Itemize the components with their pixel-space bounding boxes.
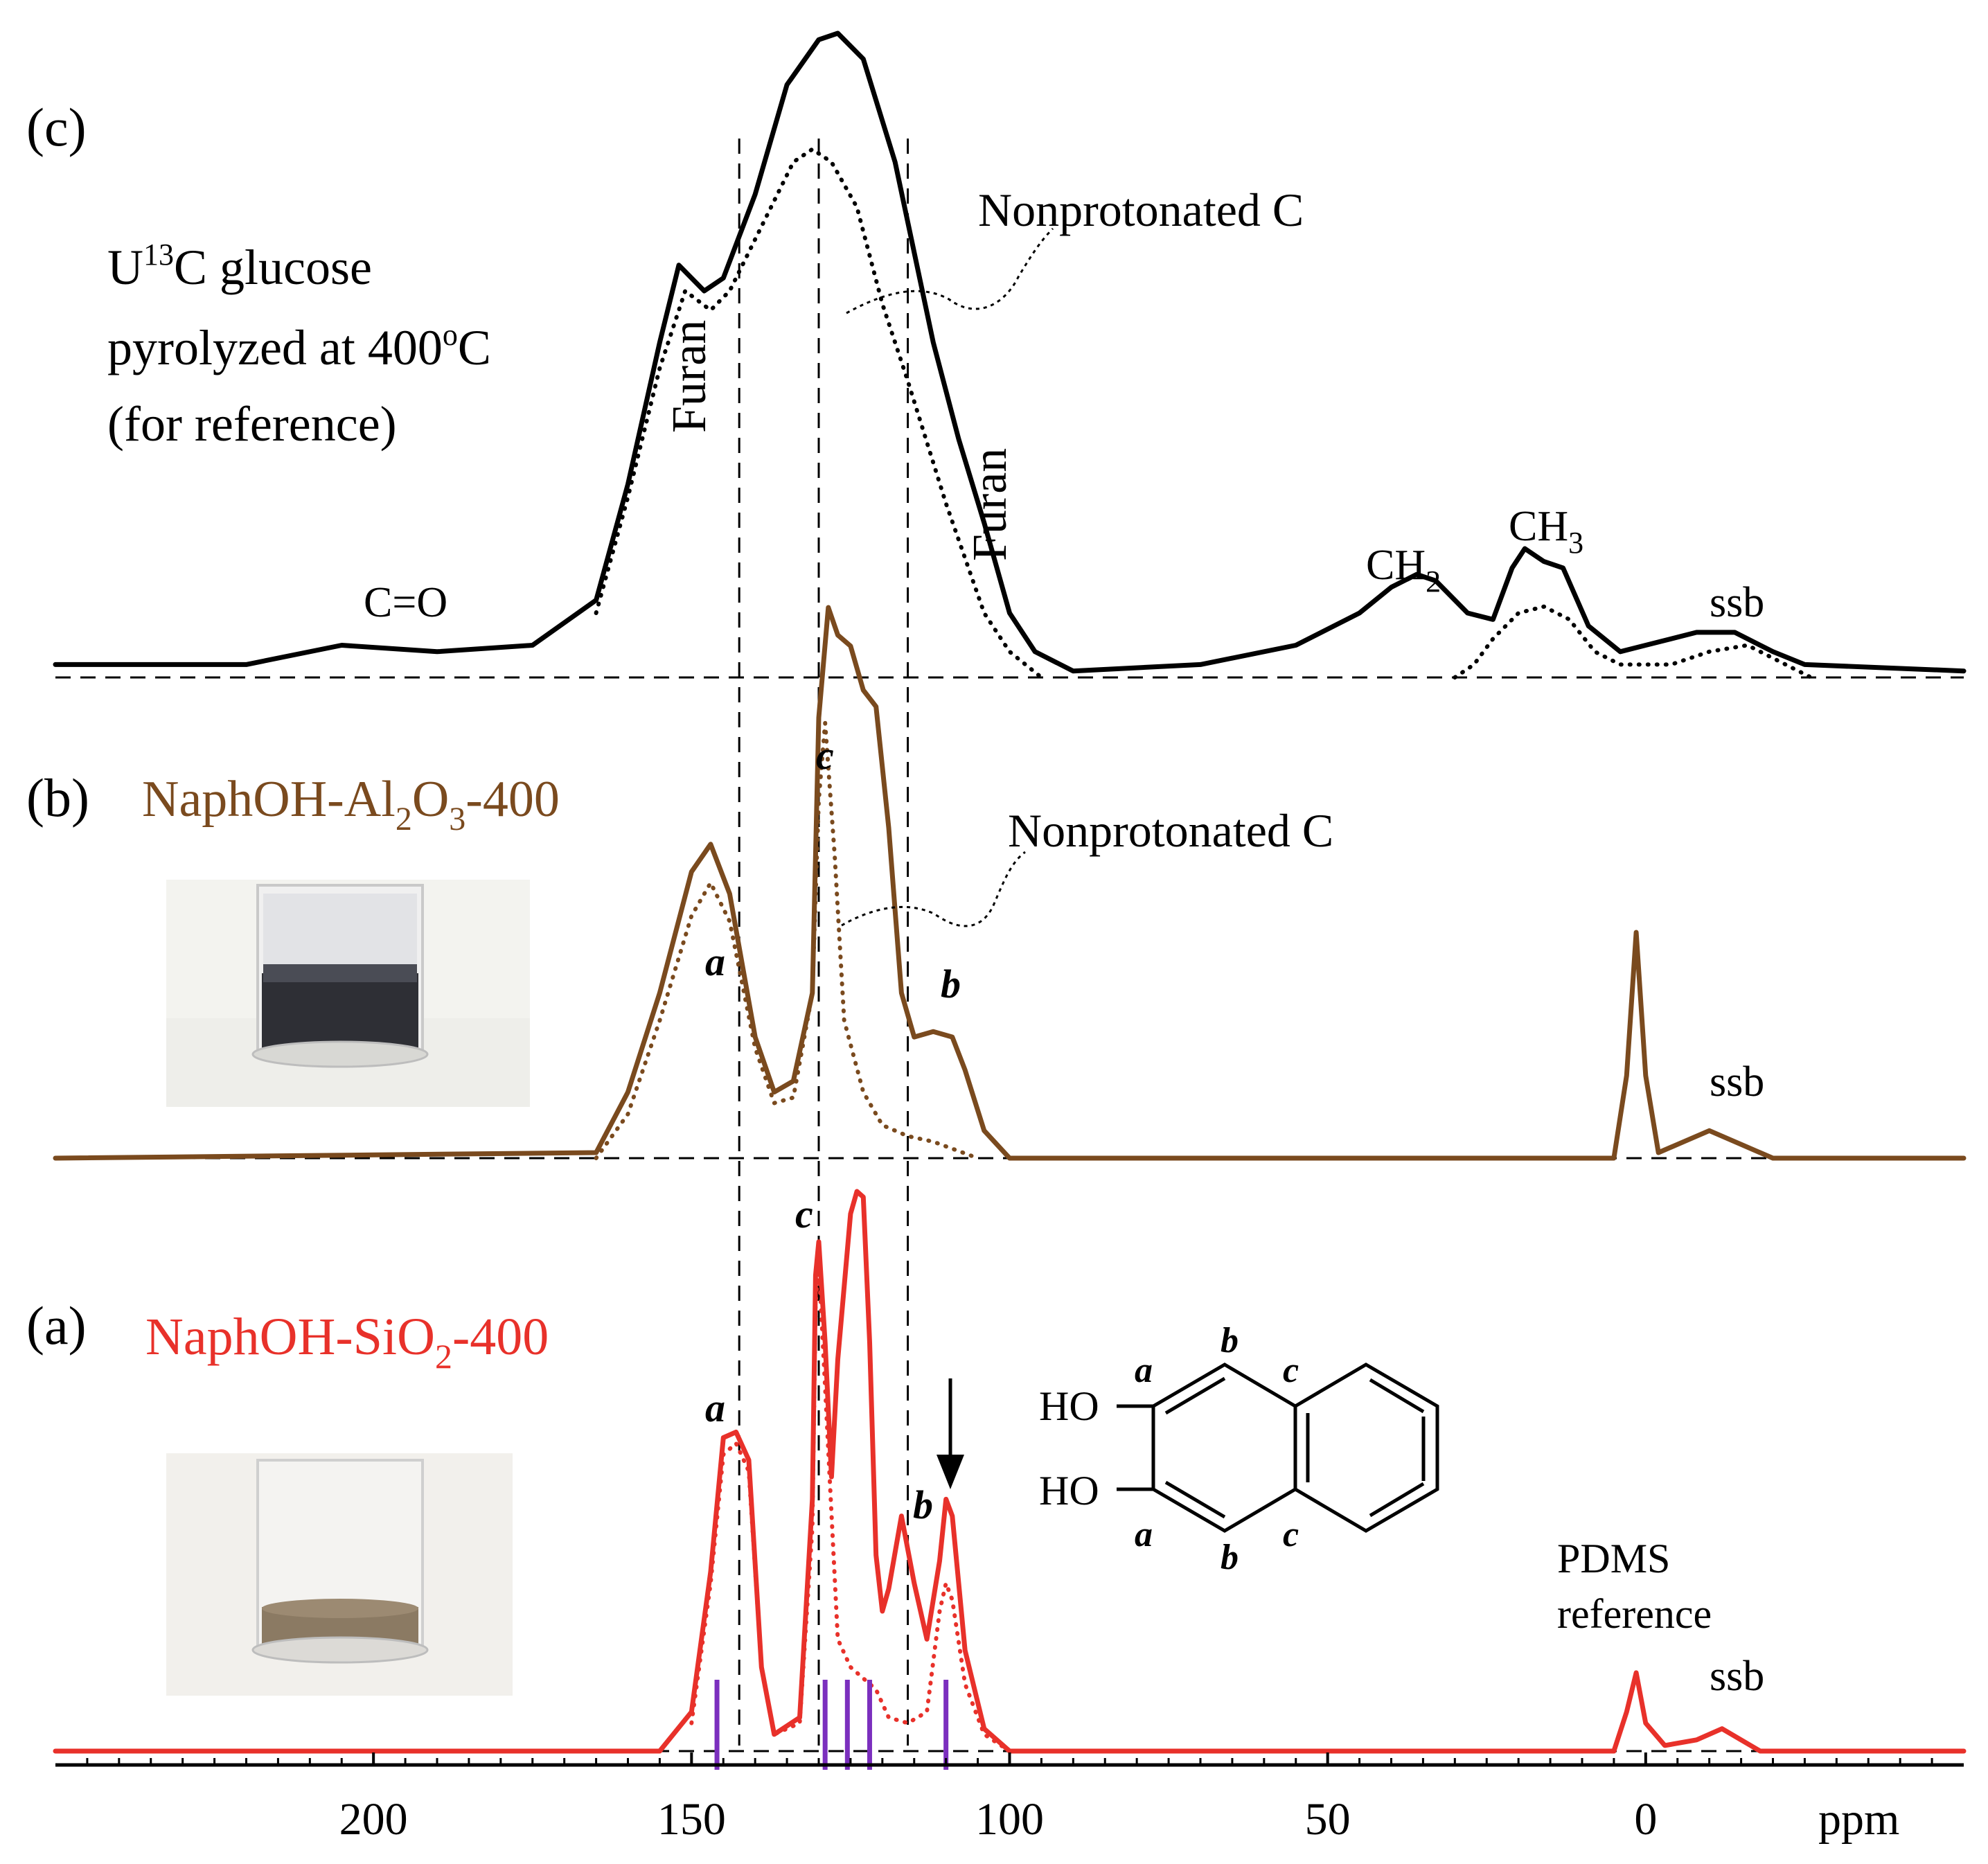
ssb-label-b: ssb (1710, 1058, 1764, 1106)
nonprotonated-label-b: Nonprotonated C (1008, 804, 1333, 857)
molecule-label-c-top: c (1283, 1351, 1299, 1390)
peak-c-label-a: c (795, 1191, 813, 1236)
panel-c-title-line-3: (for reference) (107, 396, 397, 452)
x-tick-label-1: 150 (657, 1794, 726, 1845)
nonprotonated-leader-b (841, 851, 1026, 927)
molecule-label-a-bottom: a (1135, 1515, 1153, 1554)
molecule-ho-bottom: HO (1039, 1468, 1099, 1514)
sample-photo-b (166, 880, 530, 1107)
ch2-label: CH2 (1366, 542, 1441, 598)
x-ticks: 200 150 100 50 0 (86, 1752, 1933, 1845)
panel-label-b: (b) (26, 767, 89, 828)
x-tick-label-0: 200 (339, 1794, 408, 1845)
spectrum-a-dotted-1 (689, 1262, 1012, 1753)
pdms-label-line-1: PDMS (1557, 1536, 1670, 1581)
spectrum-c-dotted-1 (594, 147, 1044, 680)
molecule-ho-top: HO (1039, 1383, 1099, 1429)
molecule-label-a-top: a (1135, 1351, 1153, 1390)
peak-a-label-a: a (705, 1385, 725, 1430)
molecule-label-b-bottom: b (1221, 1538, 1239, 1577)
peak-b-label-b: b (941, 961, 961, 1006)
ch3-label: CH3 (1509, 503, 1583, 560)
panel-c-title-line-2: pyrolyzed at 400oC (107, 318, 491, 375)
furan-label-left: Furan (663, 320, 716, 433)
molecule-label-c-bottom: c (1283, 1515, 1299, 1554)
pdms-label-line-2: reference (1557, 1591, 1712, 1637)
peak-b-label-a: b (913, 1482, 933, 1527)
vertical-guides (738, 139, 909, 1746)
nonprotonated-leader-c (846, 227, 1054, 314)
ssb-label-c: ssb (1710, 579, 1764, 626)
co-label: C=O (364, 579, 447, 626)
x-tick-label-2: 100 (975, 1794, 1044, 1845)
spectrum-a-solid-0 (53, 1189, 1967, 1754)
naphthalenediol-structure (1117, 1363, 1439, 1533)
x-tick-label-4: 0 (1634, 1794, 1657, 1845)
down-arrow-icon (937, 1378, 964, 1489)
molecule-label-b-top: b (1221, 1321, 1239, 1360)
peak-a-label-b: a (705, 939, 725, 984)
spectrum-b-dotted-1 (594, 720, 980, 1160)
spectra (53, 30, 1967, 1754)
x-tick-label-3: 50 (1305, 1794, 1351, 1845)
peak-c-label-b: c (816, 733, 834, 778)
nonprotonated-label-c: Nonprotonated C (978, 184, 1304, 236)
spectrum-b-solid-0 (53, 605, 1967, 1161)
panel-a-title: NaphOH-SiO2-400 (145, 1308, 549, 1376)
panel-label-c: (c) (26, 97, 87, 157)
stick-markers (714, 1680, 949, 1770)
panel-label-a: (a) (26, 1295, 87, 1356)
x-axis-label: ppm (1818, 1794, 1899, 1845)
furan-label-right: Furan (964, 448, 1017, 561)
spectrum-c-dotted-2 (1453, 604, 1813, 680)
panel-b-title: NaphOH-Al2O3-400 (142, 771, 560, 837)
ssb-label-a: ssb (1710, 1653, 1764, 1700)
panel-c-title-line-1: U13C glucose (107, 238, 372, 295)
spectrum-c-solid-0 (53, 30, 1967, 674)
sample-photo-a (166, 1453, 513, 1696)
